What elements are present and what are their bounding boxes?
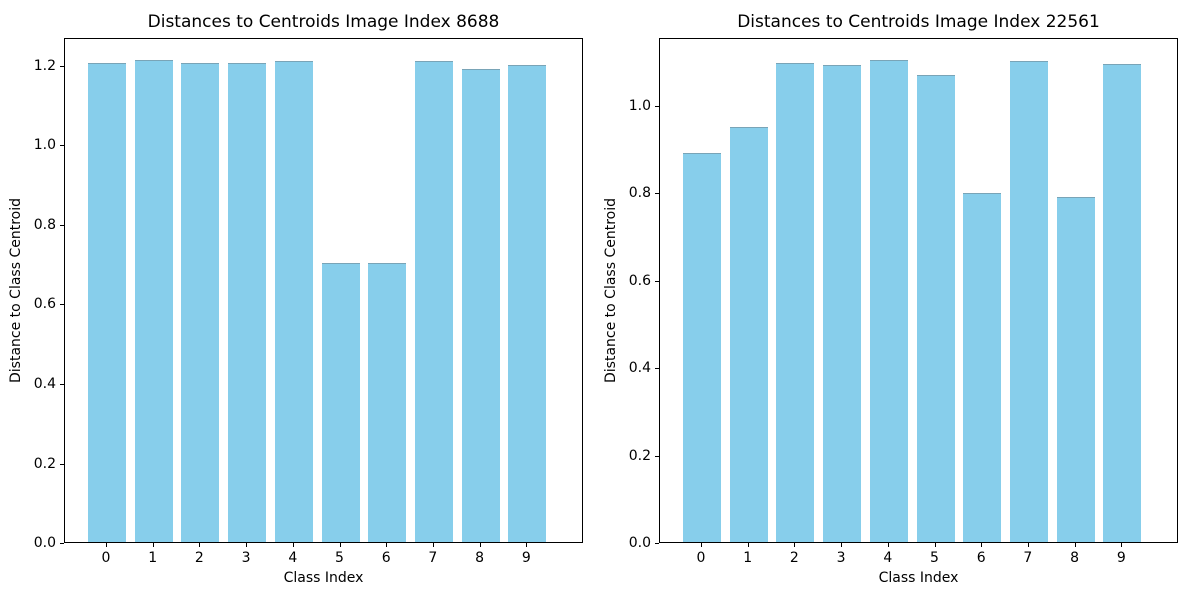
x-tick-label: 4 [883,550,893,566]
x-tick-label: 7 [428,550,438,566]
x-tick-label: 2 [194,550,204,566]
x-tick-mark [1121,543,1123,547]
x-tick-mark [701,543,702,547]
x-tick-label: 3 [836,550,846,566]
y-axis-label-text: Distance to Class Centroid [8,198,24,383]
chart-title: Distances to Centroids Image Index 8688 [147,12,500,32]
bar-class-2 [776,62,815,542]
x-tick-label: 1 [743,550,753,566]
x-tick-mark [1074,543,1076,547]
bar-class-6 [963,192,1002,542]
x-tick-mark [479,543,481,547]
x-tick-label: 4 [288,550,298,566]
x-tick-mark [152,543,154,547]
x-tick-label: 0 [101,550,111,566]
y-tick-mark [60,543,64,544]
x-tick-label: 8 [475,550,485,566]
bar-class-3 [228,63,267,542]
x-tick-mark [1027,543,1029,547]
bar-class-3 [823,64,862,542]
x-tick-label: 7 [1023,550,1033,566]
x-tick-label: 1 [148,550,158,566]
x-tick-mark [526,543,528,547]
chart-panel-right: Distances to Centroids Image Index 22561… [595,0,1190,593]
x-tick-label: 5 [930,550,939,566]
bar-class-1 [729,126,768,542]
chart-panel-left: Distances to Centroids Image Index 8688 … [2,12,583,586]
x-tick-label: 6 [381,550,391,566]
bars-container [660,39,1177,542]
x-tick-label: 9 [521,550,531,566]
x-tick-label: 8 [1070,550,1080,566]
plot-area [659,38,1178,543]
bar-class-2 [181,63,220,542]
bar-class-5 [916,74,955,542]
bar-class-0 [683,152,721,542]
x-tick-label: 3 [241,550,251,566]
bar-class-8 [461,69,500,542]
x-tick-label: 2 [789,550,799,566]
x-tick-mark [747,543,749,547]
bar-class-7 [1009,60,1048,542]
x-tick-mark [432,543,434,547]
bar-class-9 [508,64,547,542]
x-tick-mark [106,543,107,547]
bar-class-7 [414,61,453,542]
x-tick-mark [981,543,983,547]
x-tick-mark [934,543,936,547]
x-axis-label: Class Index [878,570,959,586]
bar-class-8 [1056,196,1095,542]
y-axis-label-text: Distance to Class Centroid [603,198,619,383]
bar-class-5 [321,263,360,542]
chart-title: Distances to Centroids Image Index 22561 [737,12,1100,32]
x-tick-mark [246,543,248,547]
bar-class-9 [1103,63,1142,542]
plot-area [64,38,583,543]
bar-class-4 [274,61,313,542]
x-tick-mark [199,543,201,547]
x-tick-label: 9 [1116,550,1126,566]
x-axis-label: Class Index [283,570,364,586]
x-tick-mark [339,543,341,547]
y-axis-label: Distance to Class Centroid [597,38,625,543]
x-tick-label: 6 [976,550,986,566]
x-tick-mark [292,543,294,547]
y-tick-mark [655,543,659,544]
bars-container [65,39,582,542]
x-tick-mark [841,543,843,547]
y-axis-label: Distance to Class Centroid [2,38,30,543]
x-tick-mark [386,543,388,547]
bar-class-6 [368,262,407,542]
bar-class-0 [88,63,126,542]
x-tick-mark [887,543,889,547]
x-tick-label: 5 [335,550,344,566]
bar-class-1 [134,59,173,542]
x-tick-label: 0 [696,550,706,566]
x-tick-mark [794,543,796,547]
bar-class-4 [869,60,908,542]
